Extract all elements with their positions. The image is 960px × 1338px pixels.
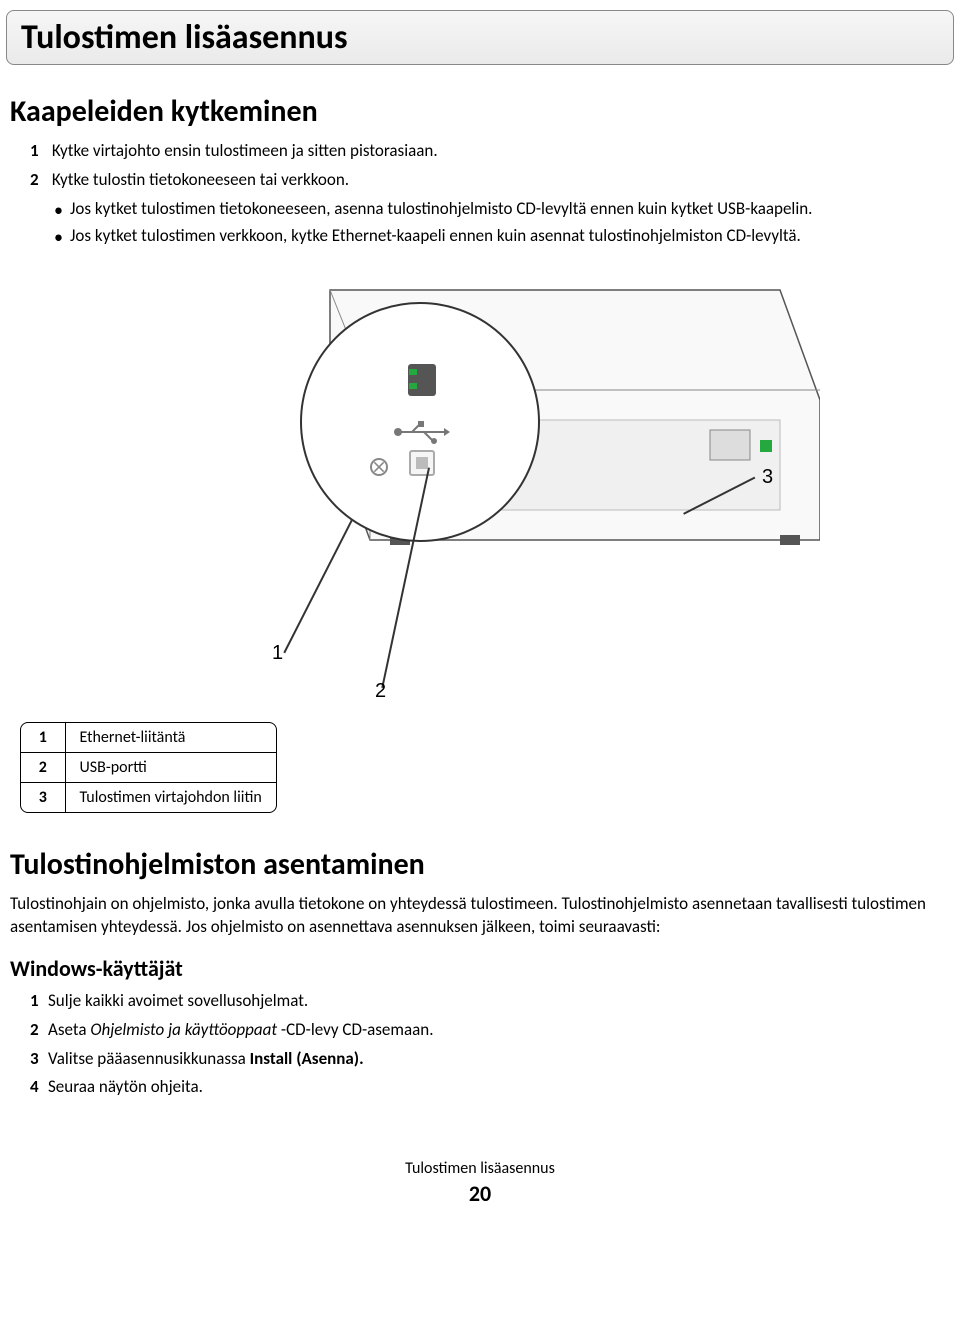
- s2-step: 4Seuraa näytön ohjeita.: [30, 1076, 950, 1099]
- part-label: USB-portti: [65, 752, 276, 782]
- s2-step-text: Seuraa näytön ohjeita.: [48, 1076, 203, 1097]
- page-title-banner: Tulostimen lisäasennus: [6, 10, 954, 65]
- main-content: Kaapeleiden kytkeminen 1 Kytke virtajoht…: [0, 93, 960, 1099]
- section2-subheading: Windows-käyttäjät: [10, 955, 950, 982]
- ethernet-led-icon: [409, 369, 417, 375]
- s1-step-2: 2 Kytke tulostin tietokoneeseen tai verk…: [30, 169, 950, 192]
- footer-page-number: 20: [0, 1180, 960, 1207]
- table-row: 1 Ethernet-liitäntä: [21, 723, 276, 753]
- part-num: 1: [21, 723, 65, 753]
- s2-step-text: Aseta: [48, 1019, 90, 1040]
- part-num: 3: [21, 782, 65, 812]
- page-footer: Tulostimen lisäasennus 20: [0, 1159, 960, 1207]
- s1-step-1-text: Kytke virtajohto ensin tulostimeen ja si…: [52, 140, 438, 161]
- s2-step-text: Ohjelmisto ja käyttöoppaat: [90, 1019, 277, 1040]
- table-row: 2 USB-portti: [21, 752, 276, 782]
- s2-step-num: 2: [30, 1019, 48, 1042]
- page-title: Tulostimen lisäasennus: [21, 17, 939, 58]
- s1-step-1-num: 1: [30, 140, 48, 163]
- s2-step-text: Sulje kaikki avoimet sovellusohjelmat.: [48, 990, 308, 1011]
- ethernet-led-icon: [409, 383, 417, 389]
- section2-heading: Tulostinohjelmiston asentaminen: [10, 846, 950, 883]
- part-label: Ethernet-liitäntä: [65, 723, 276, 753]
- callout-num-1: 1: [272, 642, 283, 665]
- table-row: 3 Tulostimen virtajohdon liitin: [21, 782, 276, 812]
- s1-bullet-1: Jos kytket tulostimen tietokoneeseen, as…: [54, 198, 950, 221]
- callout-num-3: 3: [762, 466, 773, 489]
- s2-step: 1Sulje kaikki avoimet sovellusohjelmat.: [30, 990, 950, 1013]
- screw-icon: [370, 458, 388, 476]
- section1-heading: Kaapeleiden kytkeminen: [10, 93, 950, 130]
- parts-table: 1 Ethernet-liitäntä 2 USB-portti 3 Tulos…: [20, 722, 277, 813]
- s1-step-2-text: Kytke tulostin tietokoneeseen tai verkko…: [52, 169, 349, 190]
- s2-step-num: 1: [30, 990, 48, 1013]
- s2-step-text: -CD-levy CD-asemaan.: [277, 1019, 433, 1040]
- section2-paragraph: Tulostinohjain on ohjelmisto, jonka avul…: [10, 893, 940, 939]
- s1-step-2-num: 2: [30, 169, 48, 192]
- usb-port-inner-icon: [416, 457, 428, 469]
- printer-figure: 1 2 3: [120, 272, 840, 702]
- callout-num-2: 2: [375, 680, 386, 703]
- s2-step-text: Install (Asenna).: [250, 1048, 364, 1069]
- footer-label: Tulostimen lisäasennus: [0, 1159, 960, 1178]
- s1-bullet-2: Jos kytket tulostimen verkkoon, kytke Et…: [54, 225, 950, 248]
- usb-symbol-icon: [390, 420, 450, 444]
- s2-step-num: 4: [30, 1076, 48, 1099]
- s1-step-1: 1 Kytke virtajohto ensin tulostimeen ja …: [30, 140, 950, 163]
- s2-step: 3Valitse pääasennusikkunassa Install (As…: [30, 1048, 950, 1071]
- part-num: 2: [21, 752, 65, 782]
- s2-step-text: Valitse pääasennusikkunassa: [48, 1048, 250, 1069]
- s2-step-num: 3: [30, 1048, 48, 1071]
- part-label: Tulostimen virtajohdon liitin: [65, 782, 276, 812]
- s2-step: 2Aseta Ohjelmisto ja käyttöoppaat -CD-le…: [30, 1019, 950, 1042]
